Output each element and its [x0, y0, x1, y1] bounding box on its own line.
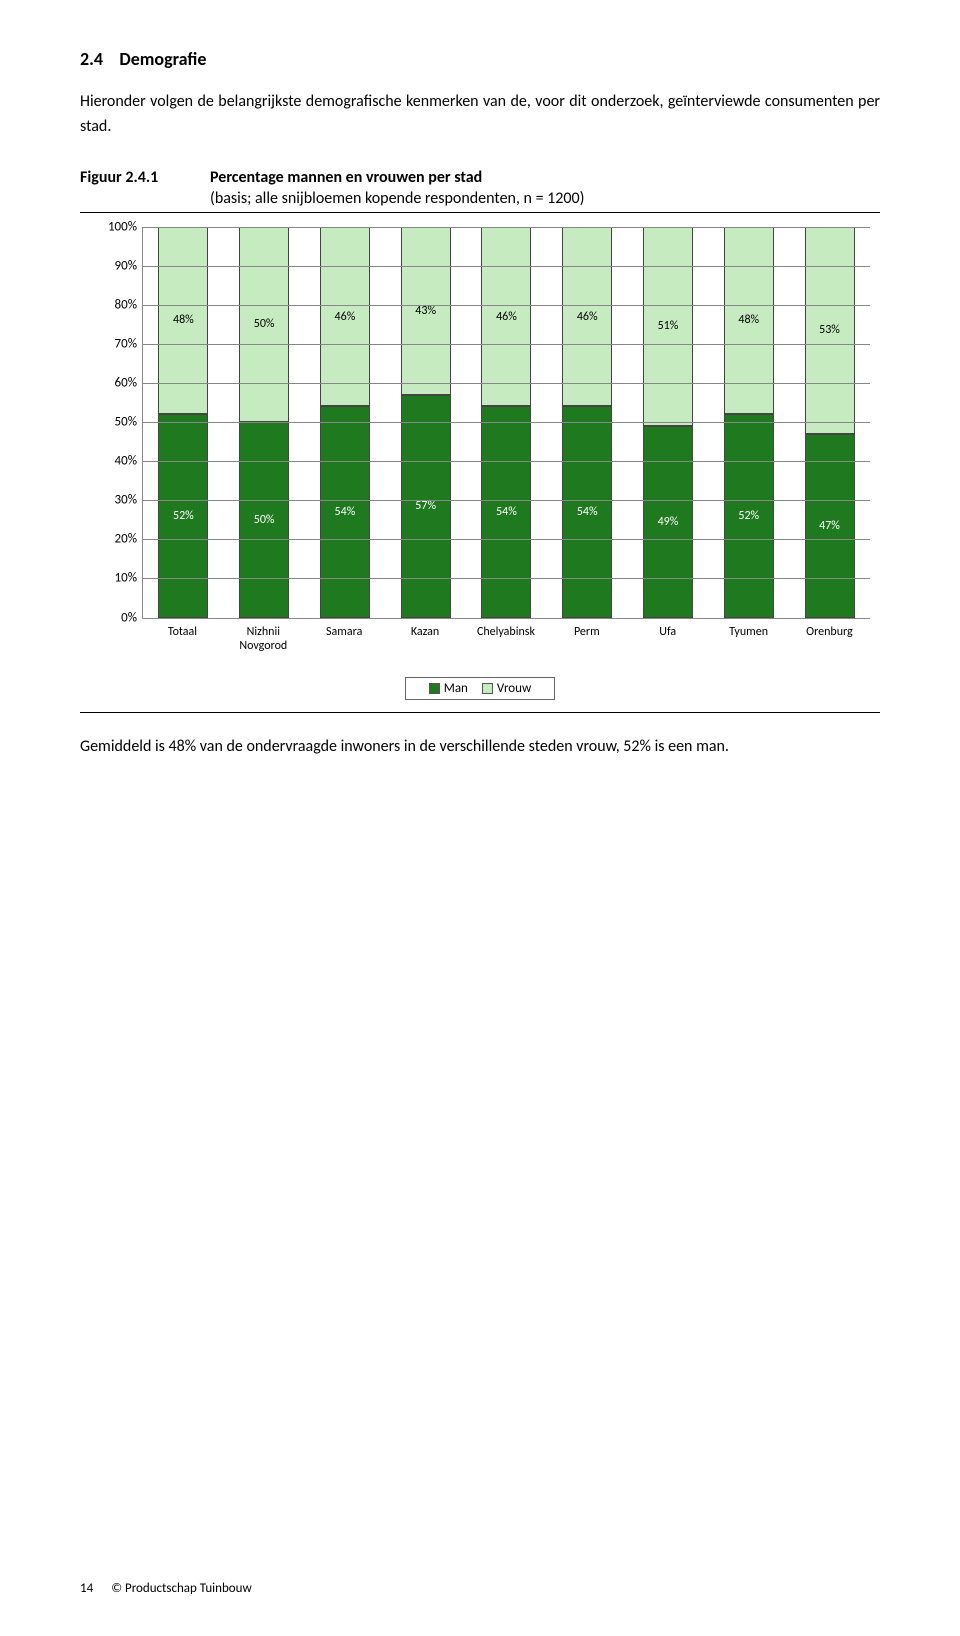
figure-rule-top	[80, 212, 880, 213]
bar-segment-man: 52%	[724, 414, 774, 617]
legend-label-vrouw: Vrouw	[497, 681, 531, 696]
x-tick-label: Ufa	[631, 621, 705, 667]
y-tick-label: 70%	[91, 336, 137, 351]
bar-segment-man: 54%	[562, 406, 612, 617]
gridline	[143, 539, 870, 540]
stacked-bar-chart: 48%52%50%50%46%54%43%57%46%54%46%54%51%4…	[142, 227, 870, 667]
y-tick-label: 80%	[91, 297, 137, 312]
y-tick-label: 50%	[91, 415, 137, 430]
section-title-text: Demografie	[119, 48, 206, 70]
bar-segment-man: 50%	[239, 422, 289, 618]
y-tick-label: 90%	[91, 258, 137, 273]
x-tick-label: Chelyabinsk	[469, 621, 543, 667]
gridline	[143, 461, 870, 462]
x-tick-label: Orenburg	[792, 621, 866, 667]
footer-copyright: © Productschap Tuinbouw	[111, 1581, 252, 1596]
y-tick-label: 30%	[91, 493, 137, 508]
x-tick-label: Perm	[550, 621, 624, 667]
chart-legend: Man Vrouw	[405, 677, 555, 700]
y-tick-label: 40%	[91, 454, 137, 469]
gridline	[143, 578, 870, 579]
chart-container: 48%52%50%50%46%54%43%57%46%54%46%54%51%4…	[80, 217, 880, 708]
figure-number: Figuur 2.4.1	[80, 168, 210, 187]
x-tick-label: Totaal	[145, 621, 219, 667]
y-tick-label: 10%	[91, 571, 137, 586]
bar-segment-man: 54%	[481, 406, 531, 617]
conclusion-paragraph: Gemiddeld is 48% van de ondervraagde inw…	[80, 735, 880, 759]
gridline	[143, 383, 870, 384]
gridline	[143, 227, 870, 228]
bar-segment-man: 49%	[643, 426, 693, 618]
gridline	[143, 422, 870, 423]
section-number: 2.4	[80, 48, 103, 70]
bar-segment-man: 54%	[320, 406, 370, 617]
figure-title: Percentage mannen en vrouwen per stad	[210, 168, 880, 187]
bar-segment-vrouw: 46%	[481, 227, 531, 407]
gridline	[143, 305, 870, 306]
y-tick-label: 100%	[91, 219, 137, 234]
section-heading: 2.4 Demografie	[80, 48, 880, 70]
y-tick-label: 0%	[91, 610, 137, 625]
gridline	[143, 500, 870, 501]
page-footer: 14 © Productschap Tuinbouw	[80, 1581, 880, 1596]
bar-segment-vrouw: 51%	[643, 227, 693, 426]
x-tick-label: NizhniiNovgorod	[226, 621, 300, 667]
bar-segment-vrouw: 46%	[562, 227, 612, 407]
legend-item-vrouw: Vrouw	[482, 681, 531, 696]
bar-segment-man: 57%	[401, 395, 451, 618]
bar-segment-man: 52%	[158, 414, 208, 617]
bar-segment-vrouw: 50%	[239, 227, 289, 423]
bar-segment-vrouw: 48%	[724, 227, 774, 415]
intro-paragraph: Hieronder volgen de belangrijkste demogr…	[80, 90, 880, 140]
x-tick-label: Samara	[307, 621, 381, 667]
bar-segment-vrouw: 48%	[158, 227, 208, 415]
figure-header: Figuur 2.4.1 Percentage mannen en vrouwe…	[80, 168, 880, 187]
bar-segment-vrouw: 43%	[401, 227, 451, 395]
legend-label-man: Man	[444, 681, 468, 696]
x-axis-labels: TotaalNizhniiNovgorodSamaraKazanChelyabi…	[142, 621, 870, 667]
legend-swatch-vrouw	[482, 683, 493, 694]
plot-area: 48%52%50%50%46%54%43%57%46%54%46%54%51%4…	[142, 227, 870, 619]
figure-subtitle: (basis; alle snijbloemen kopende respond…	[210, 189, 880, 208]
y-tick-label: 20%	[91, 532, 137, 547]
x-tick-label: Tyumen	[712, 621, 786, 667]
gridline	[143, 344, 870, 345]
gridline	[143, 266, 870, 267]
legend-swatch-man	[429, 683, 440, 694]
bar-segment-vrouw: 46%	[320, 227, 370, 407]
y-tick-label: 60%	[91, 375, 137, 390]
bar-segment-vrouw: 53%	[805, 227, 855, 434]
figure-rule-bottom	[80, 712, 880, 713]
page-number: 14	[80, 1581, 93, 1596]
legend-item-man: Man	[429, 681, 468, 696]
x-tick-label: Kazan	[388, 621, 462, 667]
